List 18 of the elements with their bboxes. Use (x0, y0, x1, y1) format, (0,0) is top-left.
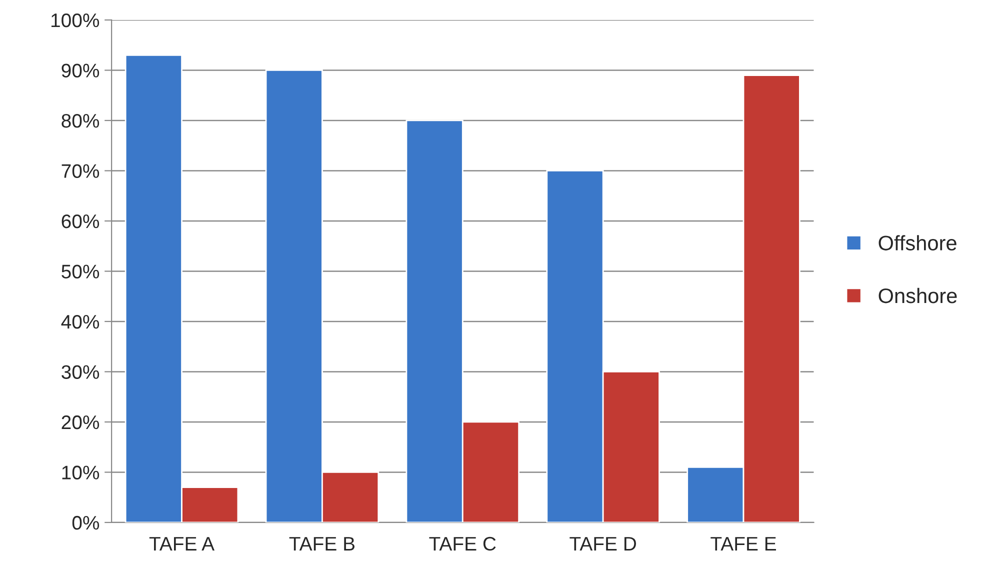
y-tick-label: 60% (62, 214, 100, 228)
x-tick-label: TAFE B (289, 537, 354, 550)
x-tick-label: TAFE E (710, 537, 776, 550)
y-tick-label: 90% (62, 64, 100, 78)
y-tick-label: 30% (62, 365, 100, 379)
y-tick-label: 20% (62, 415, 100, 430)
y-tick-label: 70% (62, 164, 100, 178)
y-tick-label: 10% (62, 466, 100, 480)
legend-label: Onshore (878, 288, 957, 304)
y-tick-label: 40% (61, 314, 100, 329)
y-tick-label: 50% (62, 264, 100, 278)
y-tick-label: 100% (52, 13, 100, 28)
x-tick-label: TAFE D (570, 537, 636, 550)
x-tick-label: TAFE A (149, 537, 215, 550)
y-tick-label: 80% (62, 114, 100, 128)
y-tick-label: 0% (72, 516, 100, 530)
legend-label: Offshore (878, 235, 956, 250)
x-tick-label: TAFE C (429, 536, 496, 551)
